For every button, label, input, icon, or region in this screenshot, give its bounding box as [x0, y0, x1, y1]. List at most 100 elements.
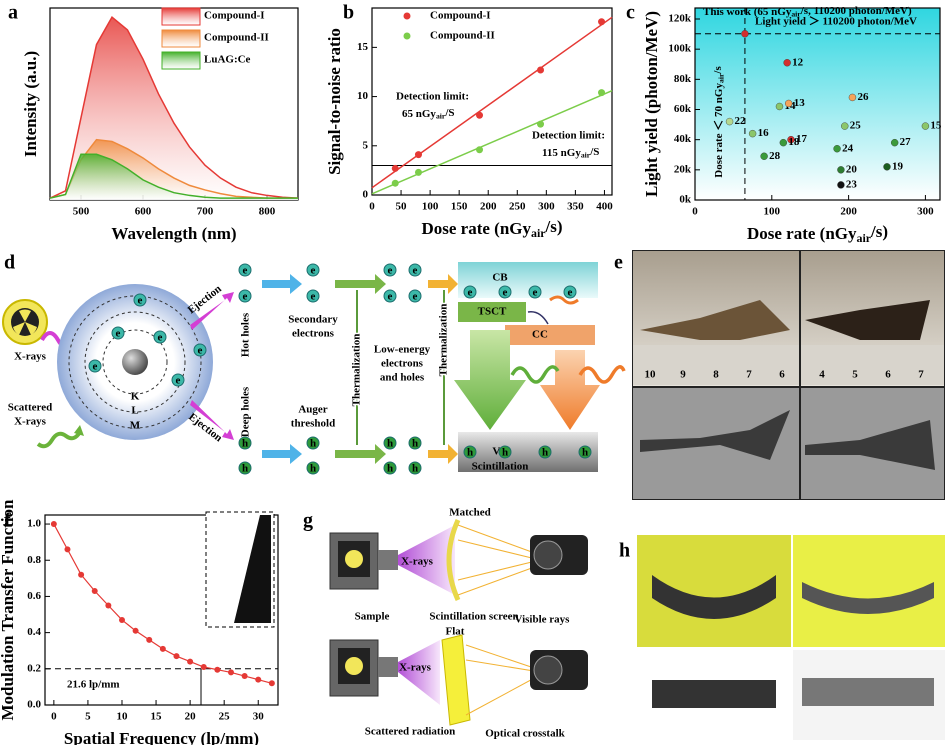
carrier-symbol: h [310, 438, 316, 450]
carrier-symbol: h [412, 463, 418, 475]
line [49, 153, 298, 199]
panel-label: c [626, 2, 635, 24]
panel-label: f [4, 510, 11, 532]
photo-h [637, 535, 945, 740]
label: Thermalization [351, 334, 363, 407]
x-tick-label: 200 [480, 201, 497, 213]
annotation: 115 nGyair/S [542, 145, 599, 159]
label: Scintillation [472, 461, 529, 473]
panel-label: d [4, 252, 15, 274]
carrier [463, 445, 477, 459]
carrier [133, 293, 147, 307]
label: electrons [292, 328, 335, 340]
carrier-symbol: e [468, 287, 473, 299]
x-tick-label: 0 [692, 206, 698, 218]
point [268, 680, 275, 687]
carrier [306, 461, 320, 475]
point [598, 89, 606, 97]
x-tick-label: 350 [567, 201, 584, 213]
point [159, 645, 166, 652]
line [49, 15, 299, 199]
plot-frame [44, 514, 279, 706]
carrier-symbol: e [138, 295, 143, 307]
label: Scattered radiation [365, 726, 456, 738]
x-tick-label: 0 [51, 711, 57, 723]
carrier [306, 263, 320, 277]
y-axis-title: Modulation Transfer Function [0, 499, 17, 721]
label: TSCT [478, 306, 507, 318]
point [783, 59, 791, 67]
y-tick-label: 15 [357, 41, 369, 53]
x-tick-label: 100 [764, 206, 781, 218]
y-tick-label: 0.2 [27, 662, 41, 674]
carrier-symbol: e [533, 287, 538, 299]
point-label: 23 [846, 178, 858, 190]
carrier-symbol: h [387, 463, 393, 475]
carrier [498, 445, 512, 459]
point [476, 146, 484, 154]
point [833, 145, 841, 153]
annotation-part: /S [589, 145, 599, 157]
point [173, 653, 180, 660]
point-label: 24 [842, 142, 854, 154]
legend-label: Compound-II [204, 32, 269, 44]
point-label: 25 [850, 120, 862, 132]
carrier-symbol: h [582, 447, 588, 459]
annotation: This work (65 nGyair/s, 110200 photon/Me… [703, 4, 912, 18]
area [50, 154, 298, 200]
carrier [408, 461, 422, 475]
label: X-rays [399, 662, 431, 674]
point [91, 588, 98, 594]
carrier-symbol: e [198, 345, 203, 357]
fit-line [371, 90, 613, 195]
y-tick-label: 10 [357, 90, 369, 102]
annotation: 65 nGyair/S [402, 106, 455, 120]
point-label: 27 [900, 136, 912, 148]
carrier [88, 359, 102, 373]
y-tick-label: 0.4 [27, 626, 41, 638]
x-tick-label: 0 [369, 201, 375, 213]
point-label: 20 [846, 163, 858, 175]
x-tick-label: 300 [538, 201, 555, 213]
carrier-symbol: e [311, 265, 316, 277]
diagram-g: X-rays Matched Sample Scintillation scre… [329, 507, 588, 740]
x-axis-title: Dose rate (nGyair/s) [747, 222, 888, 245]
fit-line [371, 16, 613, 189]
carrier [306, 289, 320, 303]
point [537, 120, 545, 128]
carrier-symbol: e [243, 291, 248, 303]
carrier [383, 263, 397, 277]
x-tick-label: 50 [396, 201, 408, 213]
annotation-part: 65 nGy [402, 108, 436, 120]
y-tick-label: 80k [674, 73, 692, 85]
carrier-symbol: e [413, 291, 418, 303]
annotation-part: /s, 110200 photon/MeV) [800, 4, 912, 16]
carrier [171, 373, 185, 387]
label: electrons [381, 358, 424, 370]
carrier [383, 289, 397, 303]
point [748, 129, 757, 138]
annotation-part: This work (65 nGy [703, 6, 792, 18]
label: Ejection [186, 283, 224, 317]
x-axis-title: Spatial Frequency (lp/mm) [64, 729, 259, 745]
x-tick-label: 150 [451, 201, 468, 213]
point [741, 30, 749, 38]
annotation-part: air [791, 9, 801, 18]
shell-label: K [131, 391, 140, 403]
point-label: 13 [794, 97, 806, 109]
point-label: 26 [857, 91, 869, 103]
point-label: 28 [769, 150, 781, 162]
x-tick-label: 200 [840, 206, 857, 218]
point [132, 627, 139, 634]
carrier-symbol: h [412, 438, 418, 450]
plot-frame [694, 7, 941, 201]
legend-swatch [161, 51, 201, 70]
point [537, 66, 545, 74]
point [784, 99, 793, 108]
carrier [306, 436, 320, 450]
annotation-part: /S [444, 106, 454, 118]
y-tick-label: 40k [674, 133, 692, 145]
x-tick-label: 700 [197, 206, 214, 218]
carrier [578, 445, 592, 459]
